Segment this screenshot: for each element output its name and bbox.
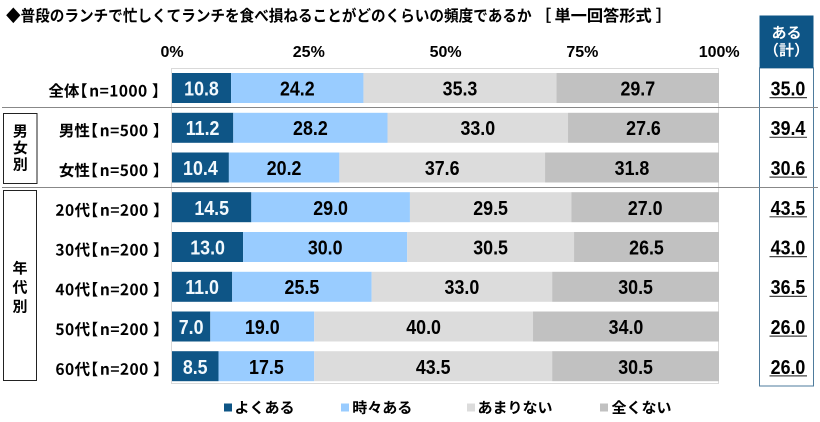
svg-text:19.0: 19.0	[245, 317, 280, 339]
svg-text:0%: 0%	[160, 44, 183, 61]
svg-text:30.0: 30.0	[308, 237, 343, 259]
svg-text:30.6: 30.6	[771, 158, 806, 180]
svg-text:26.5: 26.5	[629, 237, 664, 259]
svg-text:26.0: 26.0	[771, 317, 806, 339]
svg-text:8.5: 8.5	[183, 357, 208, 379]
svg-text:33.0: 33.0	[460, 118, 495, 140]
svg-text:24.2: 24.2	[280, 78, 315, 100]
svg-text:40.0: 40.0	[406, 317, 441, 339]
svg-text:14.5: 14.5	[194, 198, 229, 220]
svg-text:29.5: 29.5	[473, 198, 508, 220]
svg-text:43.5: 43.5	[771, 198, 806, 220]
svg-text:29.0: 29.0	[313, 198, 348, 220]
svg-text:25.5: 25.5	[285, 277, 320, 299]
svg-text:50%: 50%	[430, 44, 462, 61]
svg-text:26.0: 26.0	[771, 357, 806, 379]
svg-text:13.0: 13.0	[190, 237, 225, 259]
svg-text:10.4: 10.4	[183, 158, 218, 180]
svg-text:27.0: 27.0	[628, 198, 663, 220]
svg-text:11.2: 11.2	[186, 118, 220, 140]
svg-text:30.5: 30.5	[618, 277, 653, 299]
svg-text:27.6: 27.6	[626, 118, 661, 140]
svg-text:31.8: 31.8	[615, 158, 650, 180]
svg-text:7.0: 7.0	[179, 317, 204, 339]
svg-text:43.5: 43.5	[416, 357, 451, 379]
svg-text:43.0: 43.0	[771, 237, 806, 259]
svg-text:75%: 75%	[566, 44, 598, 61]
svg-text:34.0: 34.0	[609, 317, 644, 339]
svg-text:17.5: 17.5	[249, 357, 284, 379]
svg-text:36.5: 36.5	[771, 277, 806, 299]
svg-text:11.0: 11.0	[185, 277, 219, 299]
svg-text:29.7: 29.7	[620, 78, 655, 100]
svg-text:10.8: 10.8	[184, 78, 219, 100]
svg-text:30.5: 30.5	[618, 357, 653, 379]
svg-text:20.2: 20.2	[267, 158, 302, 180]
svg-text:39.4: 39.4	[771, 118, 806, 140]
svg-text:28.2: 28.2	[293, 118, 328, 140]
svg-text:35.3: 35.3	[443, 78, 478, 100]
svg-text:100%: 100%	[699, 44, 740, 61]
svg-text:35.0: 35.0	[771, 78, 806, 100]
svg-text:25%: 25%	[293, 44, 325, 61]
svg-text:37.6: 37.6	[425, 158, 460, 180]
svg-text:30.5: 30.5	[473, 237, 508, 259]
svg-text:33.0: 33.0	[445, 277, 480, 299]
